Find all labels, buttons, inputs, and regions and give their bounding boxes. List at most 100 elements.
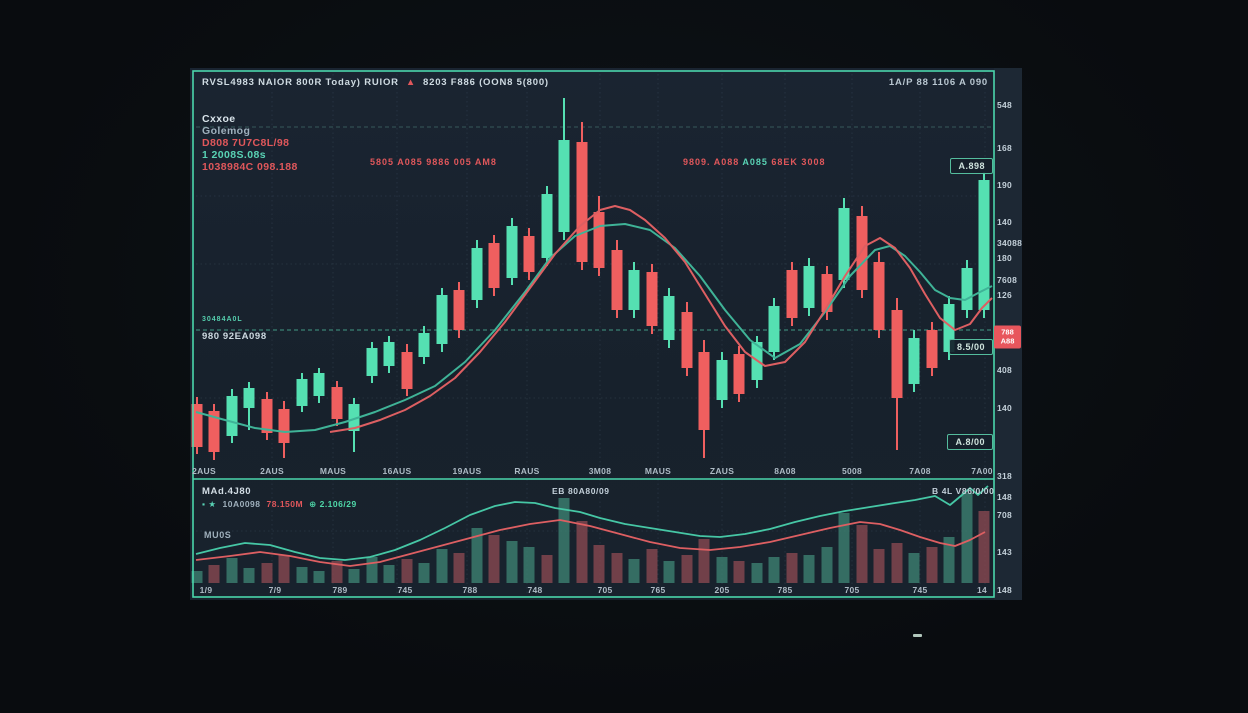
volume-bar (926, 547, 938, 583)
candle-body (191, 404, 203, 447)
candle-body (768, 306, 780, 352)
price-axis-label: 548 (997, 100, 1013, 110)
candle-body (366, 348, 378, 376)
candle-body (278, 409, 290, 443)
price-axis-label: 34088 (997, 238, 1023, 248)
candle-body (856, 216, 868, 290)
time-axis-label: 205 (714, 585, 730, 595)
candle-body (523, 236, 535, 272)
volume-bar (278, 555, 290, 583)
price-axis-label: 7608 (997, 275, 1018, 285)
volume-sub-label: MU0S (204, 530, 232, 540)
legend-value-3: 1038984C 098.188 (202, 161, 298, 173)
volume-bar (873, 549, 885, 583)
time-axis-label: ZAUS (709, 466, 735, 476)
candle-body (698, 352, 710, 430)
time-axis-label: 7A00 (971, 466, 993, 476)
candle-body (418, 333, 430, 357)
time-axis-label: 16AUS (382, 466, 412, 476)
volume-bar (821, 547, 833, 583)
candle-body (593, 212, 605, 268)
candle-body (873, 262, 885, 330)
price-axis-label: 148 (997, 492, 1013, 502)
price-axis-label: 180 (997, 253, 1013, 263)
price-axis-label: 318 (997, 471, 1013, 481)
volume-bar (226, 558, 238, 583)
volume-bar (541, 555, 553, 583)
change-arrow-icon: ▲ (405, 77, 417, 88)
volume-bar (961, 493, 973, 583)
volume-bar (296, 567, 308, 583)
candle-body (313, 373, 325, 396)
candle-body (471, 248, 483, 300)
indicator-values-row-1: 5805 A085 9886 005 AM8 (370, 157, 497, 167)
volume-bar (348, 569, 360, 583)
candle-body (891, 310, 903, 398)
price-axis-label: 408 (997, 365, 1013, 375)
volume-bar (506, 541, 518, 583)
time-axis-label: 765 (650, 585, 666, 595)
time-axis-label: 7/9 (268, 585, 282, 595)
cursor-artifact-dash (913, 634, 922, 637)
volume-bar (786, 553, 798, 583)
volume-ma-red-line (195, 519, 986, 567)
trading-chart-widget[interactable]: RVSL4983 NAIOR 800R Today) RUIOR ▲ 8203 … (190, 68, 1022, 600)
price-axis-label: 708 (997, 510, 1013, 520)
candle-body (733, 354, 745, 394)
volume-bar (471, 528, 483, 583)
candle-body (383, 342, 395, 366)
volume-bar (261, 563, 273, 583)
time-axis-label: 3M08 (588, 466, 612, 476)
volume-bar (453, 553, 465, 583)
time-axis-label: 1/9 (199, 585, 213, 595)
axis-value-box: 8.5/00 (948, 339, 993, 355)
volume-bar (768, 557, 780, 583)
time-axis-label: 789 (332, 585, 348, 595)
price-line-value: 980 92EA098 (202, 331, 267, 342)
price-axis-label: 190 (997, 180, 1013, 190)
volume-bar (891, 543, 903, 583)
price-axis-label: 140 (997, 403, 1013, 413)
time-axis-label: 745 (912, 585, 928, 595)
volume-bar (908, 553, 920, 583)
candle-body (628, 270, 640, 310)
legend-value-1: D808 7U7C8L/98 (202, 137, 290, 149)
time-axis-label: RAUS (514, 466, 540, 476)
volume-bar (191, 571, 203, 583)
time-axis-label: 2AUS (260, 466, 284, 476)
symbol-title: RVSL4983 NAIOR 800R Today) RUIOR (202, 77, 399, 88)
volume-bar (681, 555, 693, 583)
volume-panel-title: MAd.4J80 (202, 486, 252, 497)
candle-body (803, 266, 815, 308)
chart-canvas[interactable] (190, 68, 1022, 600)
volume-bar (611, 553, 623, 583)
time-axis-label: 745 (397, 585, 413, 595)
time-axis-label: 748 (527, 585, 543, 595)
candle-body (611, 250, 623, 310)
candle-body (943, 304, 955, 352)
time-axis-label: MAUS (319, 466, 347, 476)
candle-body (348, 404, 360, 431)
volume-bar (576, 521, 588, 583)
volume-bar (628, 559, 640, 583)
volume-panel-stats: ▪ ★ 10A0098 78.150M ⊕ 2.106/29 (202, 499, 357, 510)
time-axis-label: 705 (844, 585, 860, 595)
volume-icons: ▪ ★ (202, 499, 217, 509)
volume-mid-label: EB 80A80/09 (552, 486, 610, 496)
volume-bar (366, 557, 378, 583)
volume-bar (523, 547, 535, 583)
volume-bar (383, 565, 395, 583)
candle-body (978, 180, 990, 310)
legend-line-1: Cxxoe (202, 113, 236, 125)
time-axis-label: 788 (462, 585, 478, 595)
axis-value-box: A.898 (950, 158, 993, 174)
price-axis-label: 143 (997, 547, 1013, 557)
indicator-value: A085 (742, 157, 768, 167)
candle-body (331, 387, 343, 419)
volume-bar (243, 568, 255, 583)
time-axis-label: 5008 (841, 466, 863, 476)
time-axis-label: 8A08 (774, 466, 796, 476)
candle-body (926, 330, 938, 368)
candle-body (576, 142, 588, 262)
chart-title-right: 1A/P 88 1106 A 090 (888, 77, 988, 88)
